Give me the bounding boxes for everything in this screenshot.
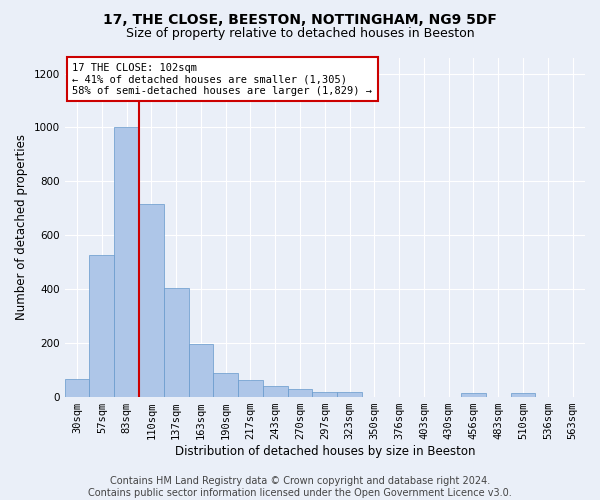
- Bar: [461, 392, 486, 396]
- Bar: [114, 128, 139, 396]
- X-axis label: Distribution of detached houses by size in Beeston: Distribution of detached houses by size …: [175, 444, 475, 458]
- Text: Size of property relative to detached houses in Beeston: Size of property relative to detached ho…: [125, 28, 475, 40]
- Bar: [313, 392, 337, 396]
- Y-axis label: Number of detached properties: Number of detached properties: [15, 134, 28, 320]
- Bar: [89, 256, 114, 396]
- Bar: [238, 380, 263, 396]
- Text: Contains HM Land Registry data © Crown copyright and database right 2024.
Contai: Contains HM Land Registry data © Crown c…: [88, 476, 512, 498]
- Bar: [263, 386, 287, 396]
- Bar: [511, 394, 535, 396]
- Bar: [65, 379, 89, 396]
- Bar: [188, 344, 214, 396]
- Bar: [287, 388, 313, 396]
- Text: 17, THE CLOSE, BEESTON, NOTTINGHAM, NG9 5DF: 17, THE CLOSE, BEESTON, NOTTINGHAM, NG9 …: [103, 12, 497, 26]
- Bar: [139, 204, 164, 396]
- Bar: [164, 288, 188, 397]
- Text: 17 THE CLOSE: 102sqm
← 41% of detached houses are smaller (1,305)
58% of semi-de: 17 THE CLOSE: 102sqm ← 41% of detached h…: [73, 62, 373, 96]
- Bar: [214, 373, 238, 396]
- Bar: [337, 392, 362, 396]
